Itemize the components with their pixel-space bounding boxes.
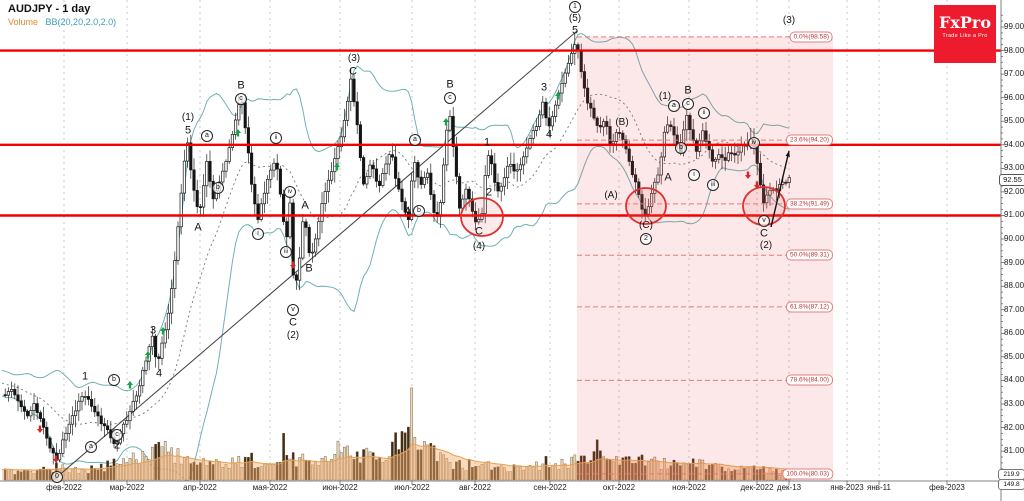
buy-arrow-marker — [555, 92, 561, 100]
sell-arrow-marker — [290, 261, 296, 269]
trendline[interactable] — [50, 30, 578, 483]
buy-arrow-marker — [334, 163, 340, 171]
volume-indicator-label: Volume — [8, 17, 39, 27]
buy-arrow-marker — [235, 129, 241, 137]
buy-arrow-marker — [443, 118, 449, 126]
fxpro-logo: FxPro Trade Like a Pro — [934, 5, 996, 63]
highlight-region — [577, 36, 833, 481]
indicator-legend: Volume BB(20,20,2.0,2.0) — [8, 17, 116, 27]
sell-arrow-marker — [745, 171, 751, 179]
volume-pane — [1, 387, 791, 481]
current-price-tag: 92.55 — [999, 174, 1024, 186]
fxpro-tagline: Trade Like a Pro — [942, 33, 988, 39]
wave-annotations — [37, 92, 790, 463]
fxpro-brand-text: FxPro — [938, 13, 992, 32]
candlesticks — [3, 33, 791, 466]
plot-area[interactable] — [0, 0, 1001, 483]
grid-lines — [63, 0, 948, 481]
sell-arrow-marker — [37, 425, 43, 433]
buy-arrow-marker — [145, 351, 151, 359]
sell-arrow-marker — [754, 181, 760, 189]
sell-arrow-marker — [53, 455, 59, 463]
buy-arrow-marker — [160, 327, 166, 335]
chart-symbol-title: AUDJPY - 1 day — [8, 3, 91, 15]
fibonacci-retracement[interactable] — [577, 36, 796, 475]
bollinger-indicator-label: BB(20,20,2.0,2.0) — [45, 17, 117, 27]
buy-arrow-marker — [127, 381, 133, 389]
support-resistance-lines[interactable] — [0, 49, 1001, 217]
volume-value-tag: 149.8 — [998, 479, 1024, 490]
